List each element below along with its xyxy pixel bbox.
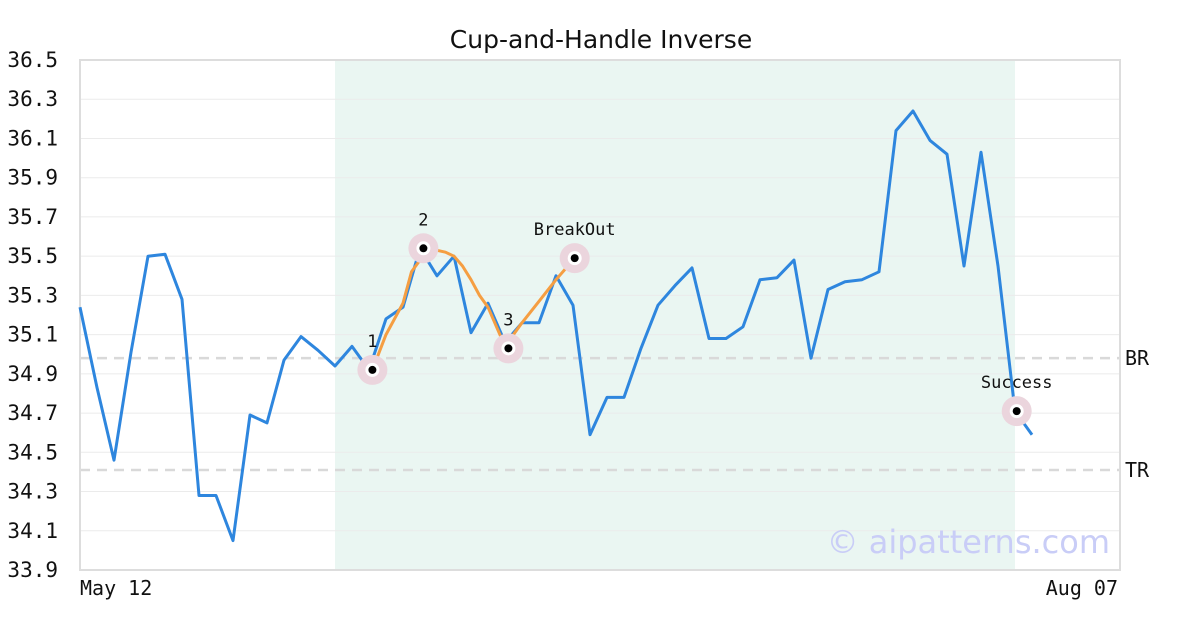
y-tick-label: 34.1 — [7, 519, 58, 543]
y-tick-label: 34.3 — [7, 480, 58, 504]
annotation-label: 2 — [418, 210, 428, 230]
y-tick-label: 35.1 — [7, 323, 58, 347]
level-label: BR — [1125, 346, 1150, 370]
x-tick-label: May 12 — [80, 576, 152, 600]
watermark: © aipatterns.com — [827, 523, 1110, 561]
y-tick-label: 36.5 — [7, 48, 58, 72]
annotation-label: 1 — [367, 332, 377, 352]
marker-dot — [504, 344, 513, 353]
y-tick-label: 34.7 — [7, 401, 58, 425]
y-tick-label: 36.1 — [7, 126, 58, 150]
y-tick-label: 35.9 — [7, 166, 58, 190]
annotation-label: Success — [981, 373, 1053, 393]
y-tick-label: 34.5 — [7, 440, 58, 464]
y-tick-label: 35.7 — [7, 205, 58, 229]
pattern-region-shade — [335, 60, 1015, 570]
annotation-label: BreakOut — [534, 220, 616, 240]
marker-dot — [368, 365, 377, 374]
pattern-line — [371, 248, 576, 371]
chart-title: Cup-and-Handle Inverse — [450, 25, 752, 54]
annotation-label: 3 — [503, 310, 513, 330]
y-tick-label: 33.9 — [7, 558, 58, 582]
plot-frame — [79, 59, 1121, 571]
x-tick-label: Aug 07 — [1046, 576, 1118, 600]
level-label: TR — [1125, 458, 1150, 482]
price-line — [78, 109, 1034, 543]
marker-dot — [1012, 407, 1021, 416]
marker-dot — [419, 244, 428, 253]
marker-dot — [570, 254, 579, 263]
y-tick-label: 35.3 — [7, 283, 58, 307]
y-tick-label: 34.9 — [7, 362, 58, 386]
y-tick-label: 36.3 — [7, 87, 58, 111]
y-tick-label: 35.5 — [7, 244, 58, 268]
